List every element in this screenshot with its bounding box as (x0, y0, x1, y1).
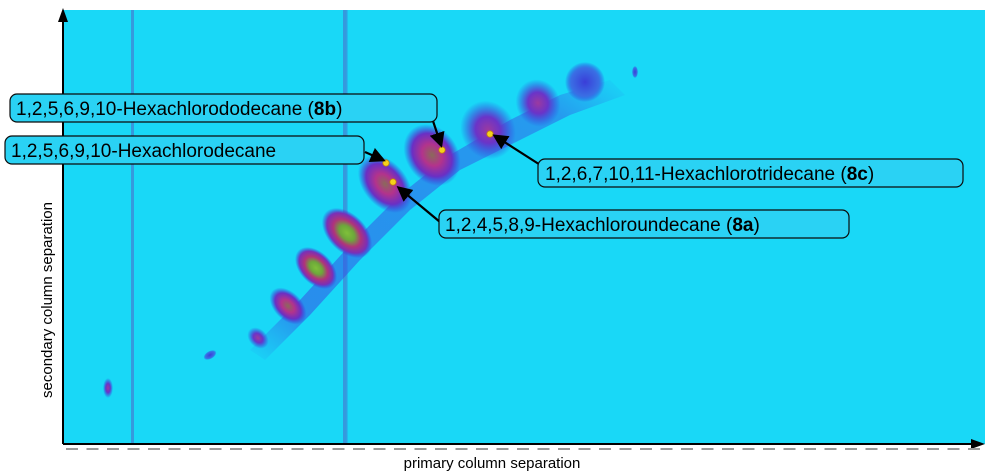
x-tick-label (353, 448, 365, 450)
x-tick-label (722, 448, 734, 450)
peak-spot (403, 124, 461, 186)
x-tick-label (619, 448, 632, 450)
x-tick-label (127, 448, 140, 450)
x-tick-label (783, 448, 796, 450)
annotation-8a: 1,2,4,5,8,9-Hexachloroundecane (8a) (438, 209, 850, 239)
peak-spots (103, 62, 638, 398)
y-axis-title: secondary column separation (39, 202, 56, 398)
x-tick-label (291, 448, 304, 450)
x-axis-arrow (971, 439, 985, 449)
peak-spot (295, 247, 337, 289)
annotation-arrow-8a (396, 186, 441, 223)
x-tick-label (845, 448, 857, 450)
annotation-hexachlorodecane: 1,2,5,6,9,10-Hexachlorodecane (4, 135, 365, 165)
elution-band (250, 80, 625, 360)
peak-spot (565, 62, 605, 102)
x-tick-label (168, 448, 181, 450)
annotation-arrow-hexachlorodecane (364, 147, 386, 163)
x-tick-label (373, 448, 386, 450)
x-tick-label (578, 448, 591, 450)
annotation-8b-text: 1,2,5,6,9,10-Hexachlorododecane (8b) (16, 99, 342, 120)
x-tick-label (701, 448, 714, 450)
annotation-8c-text: 1,2,6,7,10,11-Hexachlorotridecane (8c) (545, 164, 874, 185)
x-tick-label (312, 448, 324, 450)
x-tick-label (865, 448, 878, 450)
x-tick-label (332, 448, 345, 450)
vertical-streak (131, 10, 134, 444)
y-axis-arrow (58, 8, 68, 22)
x-tick-label (599, 448, 611, 450)
x-tick-marks (66, 448, 980, 450)
peak-spot (515, 79, 561, 127)
x-tick-label (947, 448, 960, 450)
annotation-arrow-8c (492, 134, 546, 169)
x-tick-label (414, 448, 427, 450)
x-tick-label (476, 448, 488, 450)
x-tick-label (824, 448, 837, 450)
highlighted-peak-marker (486, 130, 494, 138)
x-tick-label (886, 448, 898, 450)
peak-spot (632, 66, 638, 78)
x-tick-label (968, 448, 980, 450)
annotation-8b: 1,2,5,6,9,10-Hexachlorododecane (8b) (9, 93, 438, 123)
peak-spot (103, 378, 113, 398)
x-tick-label (517, 448, 529, 450)
x-tick-label (537, 448, 550, 450)
x-tick-label (763, 448, 775, 450)
x-tick-label (107, 448, 119, 450)
x-tick-label (558, 448, 570, 450)
x-tick-label (271, 448, 283, 450)
x-tick-label (66, 448, 78, 450)
annotation-8a-text: 1,2,4,5,8,9-Hexachloroundecane (8a) (445, 215, 760, 236)
x-tick-label (435, 448, 447, 450)
x-tick-label (455, 448, 468, 450)
x-tick-label (86, 448, 99, 450)
x-tick-label (906, 448, 919, 450)
x-tick-label (394, 448, 406, 450)
x-tick-label (640, 448, 652, 450)
x-tick-label (927, 448, 939, 450)
annotation-hexachlorodecane-text: 1,2,5,6,9,10-Hexachlorodecane (11, 141, 276, 162)
x-tick-label (189, 448, 201, 450)
x-tick-label (148, 448, 160, 450)
peak-spot (269, 287, 307, 325)
x-tick-label (660, 448, 673, 450)
highlighted-peak-marker (382, 159, 390, 167)
x-tick-label (250, 448, 263, 450)
annotation-8c: 1,2,6,7,10,11-Hexachlorotridecane (8c) (537, 158, 964, 188)
x-tick-label (496, 448, 509, 450)
x-tick-label (209, 448, 222, 450)
peak-spot (247, 327, 269, 349)
highlighted-peak-marker (389, 178, 397, 186)
x-tick-label (230, 448, 242, 450)
x-tick-label (681, 448, 693, 450)
peak-spot (321, 207, 373, 259)
highlighted-peak-marker (438, 146, 446, 154)
annotation-arrow-8b (429, 120, 445, 148)
x-tick-label (742, 448, 755, 450)
x-tick-label (804, 448, 816, 450)
x-axis-title: primary column separation (404, 455, 581, 471)
peak-spot (203, 350, 217, 360)
